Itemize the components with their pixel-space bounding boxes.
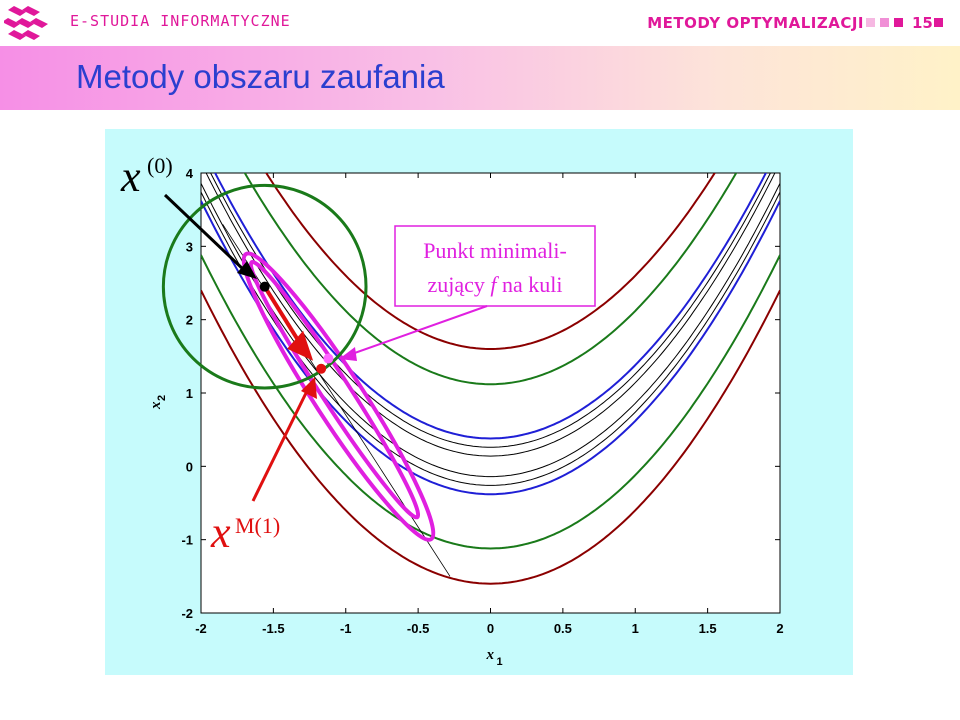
x-tick-label: -1.5 <box>262 621 284 636</box>
valley-line <box>222 224 451 577</box>
x0-label-sup: (0) <box>147 153 173 178</box>
contour-line <box>210 173 771 448</box>
figure-panel: -2 -1.5 -1 -0.5 0 0.5 1 1.5 2 -2 -1 0 1 2 3 4 x 1 x 2 x (0) x M… <box>105 129 853 675</box>
model-contour-inner <box>248 259 421 520</box>
x-axis-label-sub: 1 <box>497 656 503 668</box>
page-marker-icon <box>866 18 875 27</box>
xm1-label-sup: M(1) <box>235 513 280 538</box>
y-tick-label: -1 <box>181 533 193 548</box>
annotation-line-1: Punkt minimali- <box>423 238 567 263</box>
page-marker-icon <box>934 18 943 27</box>
contour-line <box>201 254 780 550</box>
y-tick-label: 1 <box>186 386 193 401</box>
trust-region-circle <box>161 183 368 390</box>
x0-pointer <box>163 193 247 273</box>
x-tick-label: 2 <box>776 621 783 636</box>
contour-line <box>201 200 780 496</box>
y-tick-label: 2 <box>186 313 193 328</box>
y-tick-label: -2 <box>181 606 193 621</box>
page-number: 15 <box>912 14 933 32</box>
x0-point <box>259 281 270 292</box>
model-contour-outer <box>241 251 436 542</box>
x-tick-label: 1 <box>632 621 639 636</box>
annotation-box <box>394 225 596 307</box>
xm1-pointer-head <box>301 377 317 399</box>
xm1-point <box>316 363 327 374</box>
y-tick-label: 0 <box>186 459 193 474</box>
minimizer-point <box>323 353 334 364</box>
annotation-pointer-head <box>339 347 357 361</box>
title-bar: Metody obszaru zaufania <box>0 46 960 110</box>
contour-line <box>205 173 776 457</box>
x-tick-label: 0 <box>487 621 494 636</box>
x0-pointer-head <box>237 261 257 279</box>
xm1-pointer <box>251 390 309 502</box>
y-tick-label: 3 <box>186 239 193 254</box>
page-marker-icon <box>880 18 889 27</box>
xm1-label: x <box>210 508 231 557</box>
x-tick-label: -1 <box>340 621 352 636</box>
y-axis-label-sub: 2 <box>156 395 168 401</box>
header-bar: E-STUDIA INFORMATYCZNE METODY OPTYMALIZA… <box>0 0 960 46</box>
contour-line <box>201 289 780 585</box>
x-tick-label: 0.5 <box>554 621 572 636</box>
x-tick-label: 1.5 <box>699 621 717 636</box>
page-marker-icon <box>894 18 903 27</box>
x-tick-label: -0.5 <box>407 621 429 636</box>
y-axis-label: x <box>148 401 164 410</box>
annotation-pointer <box>348 305 488 356</box>
contour-line <box>265 173 716 350</box>
x-axis-label: x <box>486 647 495 663</box>
logo-icon <box>4 6 48 40</box>
annotation-line-2: zujący f na kuli <box>427 272 562 297</box>
x-tick-label: -2 <box>195 621 207 636</box>
course-name: METODY OPTYMALIZACJI <box>647 14 864 32</box>
contour-line <box>243 173 738 386</box>
brand-name: E-STUDIA INFORMATYCZNE <box>70 12 291 30</box>
x0-label: x <box>120 152 141 201</box>
y-tick-label: 4 <box>186 166 194 181</box>
slide-title: Metody obszaru zaufania <box>76 58 445 95</box>
step-arrow-head <box>287 330 314 361</box>
